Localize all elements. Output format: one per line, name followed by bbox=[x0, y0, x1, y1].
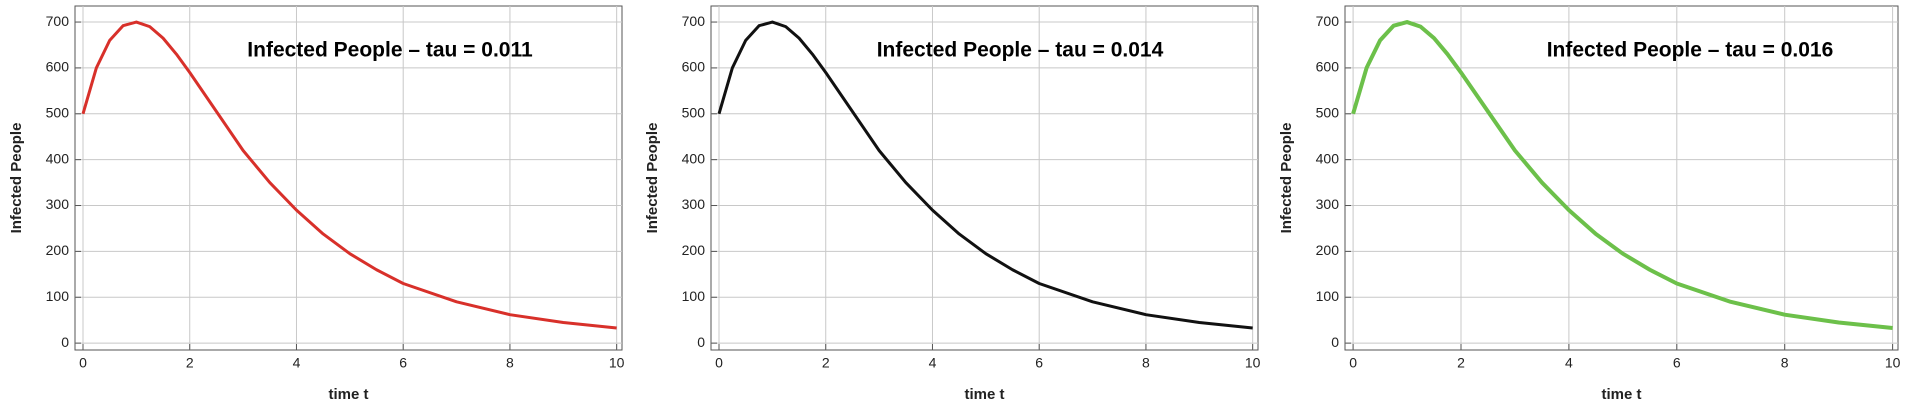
x-tick-label: 8 bbox=[506, 355, 514, 371]
y-tick-label: 100 bbox=[1316, 288, 1340, 304]
plot-frame bbox=[74, 5, 623, 351]
y-tick-label: 300 bbox=[682, 196, 706, 212]
x-tick-label: 0 bbox=[1349, 355, 1357, 371]
x-tick-label: 6 bbox=[399, 355, 407, 371]
y-tick-label: 400 bbox=[1316, 150, 1340, 166]
y-tick-label: 300 bbox=[1316, 196, 1340, 212]
x-tick-label: 0 bbox=[79, 355, 87, 371]
y-tick-label: 500 bbox=[46, 104, 70, 120]
y-tick-label: 700 bbox=[682, 13, 706, 29]
plot-frame bbox=[710, 5, 1259, 351]
chart-title: Infected People – tau = 0.014 bbox=[877, 39, 1164, 62]
y-tick-label: 0 bbox=[1331, 334, 1339, 350]
data-line bbox=[1351, 20, 1893, 330]
y-tick-label: 600 bbox=[46, 59, 70, 75]
y-tick-label: 500 bbox=[1316, 104, 1340, 120]
y-tick-label: 400 bbox=[46, 150, 70, 166]
data-line bbox=[717, 20, 1253, 330]
chart-title: Infected People – tau = 0.016 bbox=[1547, 39, 1834, 62]
y-tick-label: 400 bbox=[682, 150, 706, 166]
y-tick-label: 200 bbox=[682, 242, 706, 258]
y-tick-label: 600 bbox=[682, 59, 706, 75]
x-tick-label: 6 bbox=[1035, 355, 1043, 371]
chart-title: Infected People – tau = 0.011 bbox=[247, 39, 533, 62]
x-tick-label: 10 bbox=[609, 355, 625, 371]
y-tick-label: 700 bbox=[1316, 13, 1340, 29]
x-tick-label: 2 bbox=[1457, 355, 1465, 371]
x-tick-label: 4 bbox=[293, 355, 301, 371]
x-tick-label: 6 bbox=[1673, 355, 1681, 371]
x-axis-label: time t bbox=[328, 386, 368, 403]
y-axis-label: Infected People bbox=[644, 123, 661, 234]
y-tick-label: 300 bbox=[46, 196, 70, 212]
x-tick-label: 8 bbox=[1781, 355, 1789, 371]
x-axis-label: time t bbox=[1601, 386, 1641, 403]
x-tick-label: 8 bbox=[1142, 355, 1150, 371]
x-tick-label: 10 bbox=[1885, 355, 1901, 371]
y-tick-label: 100 bbox=[46, 288, 70, 304]
data-line bbox=[81, 20, 617, 330]
y-tick-label: 700 bbox=[46, 13, 70, 29]
y-tick-label: 100 bbox=[682, 288, 706, 304]
y-tick-label: 500 bbox=[682, 104, 706, 120]
y-tick-label: 600 bbox=[1316, 59, 1340, 75]
x-tick-label: 4 bbox=[1565, 355, 1573, 371]
x-tick-label: 10 bbox=[1245, 355, 1261, 371]
x-axis-label: time t bbox=[964, 386, 1004, 403]
plot-frame bbox=[1344, 5, 1899, 351]
y-tick-label: 0 bbox=[61, 334, 69, 350]
x-tick-label: 4 bbox=[929, 355, 937, 371]
y-tick-label: 0 bbox=[697, 334, 705, 350]
x-tick-label: 2 bbox=[822, 355, 830, 371]
x-tick-label: 2 bbox=[186, 355, 194, 371]
y-tick-label: 200 bbox=[46, 242, 70, 258]
y-axis-label: Infected People bbox=[1278, 123, 1295, 234]
y-axis-label: Infected People bbox=[8, 123, 25, 234]
y-tick-label: 200 bbox=[1316, 242, 1340, 258]
x-tick-label: 0 bbox=[715, 355, 723, 371]
